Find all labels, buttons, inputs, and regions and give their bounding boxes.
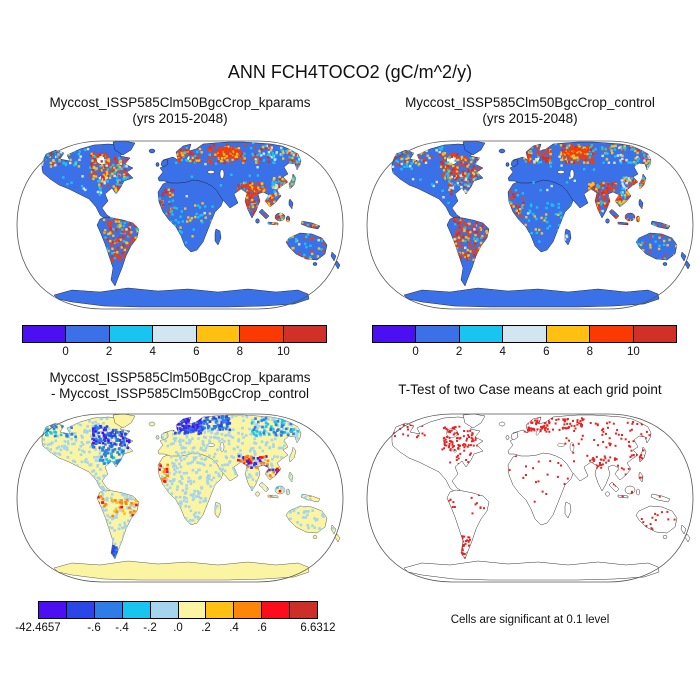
colorbar-tick-label: 0: [62, 346, 69, 358]
colorbar-tick-label: 8: [236, 346, 244, 358]
colorbar-tick-label: -.2: [143, 622, 157, 634]
ttest-caption: Cells are significant at 0.1 level: [450, 614, 610, 626]
colorbar-kparams: 0 2 4 6 8 10: [22, 325, 327, 358]
map-control: [362, 137, 698, 313]
colorbar-cell: [282, 325, 327, 343]
figure-title: ANN FCH4TOCO2 (gC/m^2/y): [227, 62, 473, 82]
colorbar-cell: [108, 325, 154, 343]
colorbar-tick-label: 10: [277, 346, 290, 358]
colorbar-tick-label: 6.6312: [300, 622, 336, 634]
continents: [391, 140, 691, 308]
colorbar-cell: [22, 325, 67, 343]
panel-title-line1: Myccost_ISSP585Clm50BgcCrop_kparams: [49, 370, 311, 385]
colorbar-tick-label: 2: [105, 346, 113, 358]
map-diff: [12, 410, 348, 586]
colorbar-tick-label: -.4: [115, 622, 129, 634]
colorbar-tick-label: -.6: [87, 622, 101, 634]
colorbar-tick-label: -42.4657: [15, 622, 61, 634]
colorbar-tick-label: .2: [201, 622, 211, 634]
colorbar-tick-label: 8: [586, 346, 594, 358]
panel-title-line1: T-Test of two Case means at each grid po…: [398, 382, 662, 397]
colorbar-cell: [93, 601, 123, 619]
colorbar-cell: [458, 325, 504, 343]
colorbar-cell: [632, 325, 677, 343]
colorbar-cell: [177, 601, 207, 619]
colorbar-control: 0 2 4 6 8 10: [372, 325, 677, 358]
colorbar-tick-label: 6: [543, 346, 550, 358]
world-map-diff: [16, 413, 344, 583]
continents: [41, 140, 341, 308]
colorbar-cell: [149, 601, 179, 619]
colorbar-cell: [38, 601, 67, 619]
map-ttest: [362, 410, 698, 586]
colorbar-tick-label: 4: [499, 346, 506, 358]
colorbar-cell: [545, 325, 591, 343]
colorbar-tick-label: 6: [193, 346, 200, 358]
colorbar-boxes: [38, 601, 319, 619]
colorbar-diff: -42.4657 -.6 -.4 -.2 .0 .2 .4 .6 6.6312: [15, 601, 336, 634]
colorbar-cell: [261, 601, 291, 619]
colorbar-tick-label: .4: [229, 622, 239, 634]
world-map-kparams: [16, 140, 344, 310]
colorbar-cell: [589, 325, 634, 343]
colorbar-cell: [372, 325, 417, 343]
continents: [391, 413, 691, 581]
colorbar-cell: [121, 601, 151, 619]
panel-title-line1: Myccost_ISSP585Clm50BgcCrop_control: [405, 95, 655, 110]
colorbar-cell: [239, 325, 284, 343]
colorbar-cell: [65, 601, 95, 619]
colorbar-boxes: [22, 325, 327, 343]
colorbar-tick-label: .0: [173, 622, 183, 634]
projection-outline: [366, 140, 694, 310]
world-map-ttest: [366, 413, 694, 583]
world-map-control: [366, 140, 694, 310]
colorbar-boxes: [372, 325, 677, 343]
colorbar-cell: [195, 325, 241, 343]
panel-title-line2: (yrs 2015-2048): [132, 111, 228, 126]
map-kparams: [12, 137, 348, 313]
colorbar-cell: [152, 325, 197, 343]
projection-outline: [366, 413, 694, 583]
colorbar-cell: [289, 601, 319, 619]
panel-title-ttest: T-Test of two Case means at each grid po…: [355, 382, 700, 398]
colorbar-tick-label: 2: [455, 346, 463, 358]
colorbar-tick-label: .6: [257, 622, 267, 634]
continents: [41, 413, 341, 581]
colorbar-tick-label: 4: [149, 346, 156, 358]
projection-outline: [16, 140, 344, 310]
colorbar-cell: [205, 601, 235, 619]
panel-title-line1: Myccost_ISSP585Clm50BgcCrop_kparams: [49, 95, 311, 110]
colorbar-cell: [65, 325, 110, 343]
colorbar-cell: [415, 325, 460, 343]
colorbar-cell: [233, 601, 263, 619]
panel-title-diff: Myccost_ISSP585Clm50BgcCrop_kparams - My…: [5, 370, 355, 402]
panel-title-line2: (yrs 2015-2048): [482, 111, 578, 126]
colorbar-tick-label: 0: [412, 346, 419, 358]
panel-title-line2: - Myccost_ISSP585Clm50BgcCrop_control: [50, 386, 310, 401]
colorbar-tick-label: 10: [627, 346, 640, 358]
projection-outline: [16, 413, 344, 583]
panel-title-kparams: Myccost_ISSP585Clm50BgcCrop_kparams (yrs…: [5, 95, 355, 127]
colorbar-cell: [502, 325, 547, 343]
panel-title-control: Myccost_ISSP585Clm50BgcCrop_control (yrs…: [355, 95, 700, 127]
